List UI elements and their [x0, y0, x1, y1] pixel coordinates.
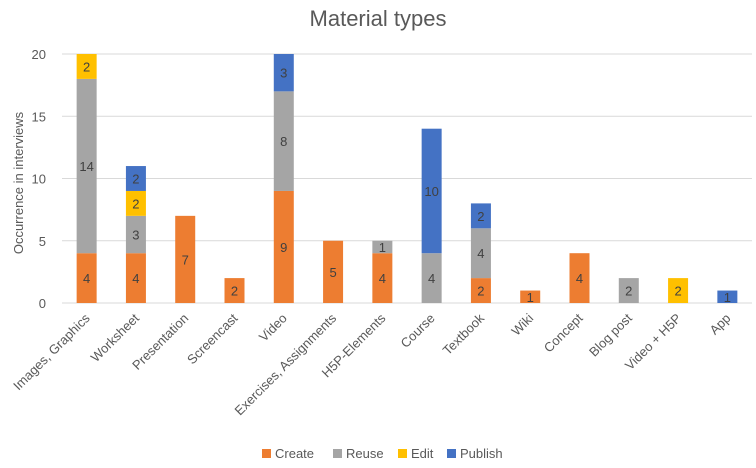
x-tick-label: Concept — [541, 310, 586, 355]
data-label: 3 — [280, 66, 287, 81]
legend-label-publish: Publish — [460, 446, 503, 461]
x-tick-label: Images, Graphics — [10, 310, 93, 393]
data-label: 14 — [79, 159, 93, 174]
y-axis-label: Occurrence in interviews — [11, 111, 26, 254]
data-label: 2 — [132, 172, 139, 187]
y-tick-label: 20 — [32, 47, 46, 62]
y-axis-ticks: 0 5 10 15 20 — [32, 47, 46, 311]
data-label: 2 — [83, 59, 90, 74]
legend-label-edit: Edit — [411, 446, 434, 461]
chart-title: Material types — [310, 6, 447, 31]
data-label: 2 — [477, 209, 484, 224]
x-tick-label: Course — [398, 311, 438, 351]
data-label: 2 — [674, 284, 681, 299]
legend: Create Reuse Edit Publish — [262, 446, 503, 461]
y-tick-label: 15 — [32, 109, 46, 124]
data-label: 1 — [527, 290, 534, 305]
x-tick-label: Screencast — [184, 310, 241, 367]
legend-swatch-reuse — [333, 449, 342, 458]
x-tick-label: Textbook — [440, 310, 488, 358]
data-label: 4 — [132, 271, 139, 286]
x-tick-label: App — [707, 311, 734, 338]
data-label: 10 — [424, 184, 438, 199]
legend-swatch-edit — [398, 449, 407, 458]
x-axis-ticks: Images, GraphicsWorksheetPresentationScr… — [10, 310, 733, 418]
data-label: 1 — [379, 240, 386, 255]
data-label: 1 — [724, 290, 731, 305]
data-label: 4 — [477, 246, 484, 261]
data-label: 8 — [280, 134, 287, 149]
data-label: 2 — [625, 284, 632, 299]
y-tick-label: 0 — [39, 296, 46, 311]
x-tick-label: Wiki — [508, 310, 536, 338]
legend-swatch-publish — [447, 449, 456, 458]
data-label: 2 — [477, 284, 484, 299]
data-label: 4 — [428, 271, 435, 286]
data-label: 4 — [83, 271, 90, 286]
data-label: 4 — [576, 271, 583, 286]
y-tick-label: 10 — [32, 172, 46, 187]
x-tick-label: Video — [256, 311, 290, 345]
gridlines — [62, 54, 752, 303]
data-label: 4 — [379, 271, 386, 286]
data-label: 2 — [132, 196, 139, 211]
legend-label-create: Create — [275, 446, 314, 461]
data-label: 9 — [280, 240, 287, 255]
data-label: 7 — [182, 252, 189, 267]
data-label: 5 — [329, 265, 336, 280]
x-tick-label: Blog post — [586, 310, 635, 359]
y-tick-label: 5 — [39, 234, 46, 249]
legend-swatch-create — [262, 449, 271, 458]
legend-label-reuse: Reuse — [346, 446, 384, 461]
data-label: 3 — [132, 228, 139, 243]
data-label: 2 — [231, 284, 238, 299]
